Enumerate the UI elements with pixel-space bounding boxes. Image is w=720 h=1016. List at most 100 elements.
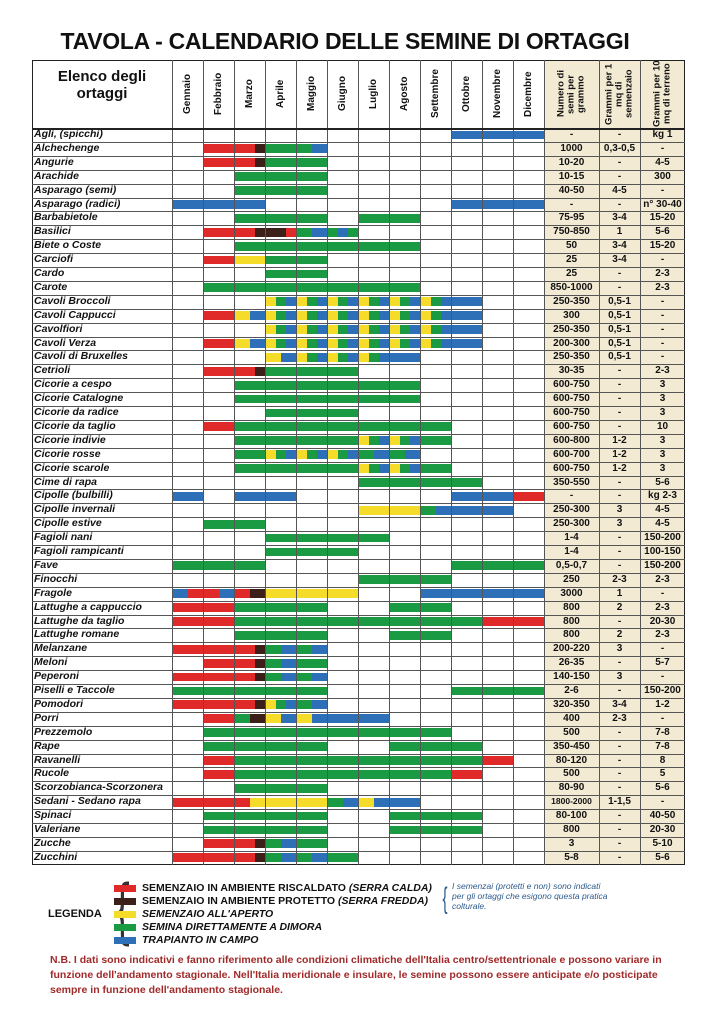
sowing-bar bbox=[297, 241, 328, 251]
sowing-bar bbox=[204, 742, 235, 751]
row-value-n2: 3 bbox=[616, 643, 623, 655]
sowing-bar bbox=[431, 297, 442, 307]
sowing-bar bbox=[235, 672, 246, 682]
sowing-bar bbox=[369, 311, 380, 321]
sowing-bar bbox=[297, 158, 328, 168]
grid-line bbox=[32, 350, 685, 352]
sowing-bar bbox=[173, 589, 189, 599]
header-vegetable-list: Elenco degli ortaggi bbox=[57, 68, 147, 102]
sowing-bar bbox=[204, 853, 235, 863]
row-value-n1: 500 bbox=[563, 726, 580, 738]
row-vegetable-name: Ravanelli bbox=[34, 753, 81, 766]
sowing-bar bbox=[250, 311, 266, 321]
row-value-n1: 1000 bbox=[560, 142, 583, 154]
sowing-bar bbox=[297, 269, 328, 279]
sowing-bar bbox=[328, 311, 339, 321]
legend-item: SEMENZAIO IN AMBIENTE PROTETTO (SERRA FR… bbox=[114, 895, 428, 907]
grid-line bbox=[32, 378, 685, 380]
sowing-bar bbox=[390, 575, 421, 585]
sowing-bar bbox=[204, 603, 235, 612]
row-value-n3: 5-10 bbox=[652, 837, 673, 849]
sowing-bar bbox=[204, 686, 235, 696]
row-value-n1: 250-350 bbox=[553, 295, 590, 307]
sowing-bar bbox=[281, 853, 297, 863]
row-value-n3: 2-3 bbox=[655, 601, 670, 613]
row-value-n1: 250-350 bbox=[553, 323, 590, 335]
sowing-calendar-table: Elenco degli ortaggi Gennaio Febbraio Marzo… bbox=[32, 60, 685, 865]
sowing-bar bbox=[235, 839, 246, 849]
sowing-bar bbox=[281, 644, 297, 654]
row-vegetable-name: Cicorie a cespo bbox=[34, 378, 112, 391]
row-value-n1: 75-95 bbox=[558, 212, 585, 224]
row-value-n1: 3000 bbox=[560, 587, 583, 599]
sowing-bar bbox=[235, 283, 266, 293]
row-value-n3: 150-200 bbox=[644, 532, 681, 544]
sowing-bar bbox=[235, 241, 266, 251]
sowing-bar bbox=[297, 714, 313, 724]
sowing-bar bbox=[374, 450, 390, 460]
sowing-bar bbox=[245, 853, 256, 863]
sowing-bar bbox=[286, 325, 297, 334]
row-value-n2: 0,5-1 bbox=[608, 323, 631, 335]
grid-line bbox=[32, 169, 685, 171]
sowing-bar bbox=[297, 297, 308, 307]
row-value-n3: 4-5 bbox=[655, 156, 670, 168]
sowing-bar bbox=[297, 742, 328, 751]
sowing-bar bbox=[431, 339, 442, 348]
sowing-bar bbox=[421, 422, 452, 432]
sowing-bar bbox=[276, 700, 287, 710]
row-vegetable-name: Cavoli Verza bbox=[34, 336, 97, 349]
sowing-bar bbox=[390, 464, 401, 473]
row-vegetable-name: Angurie bbox=[34, 155, 74, 168]
sowing-bar bbox=[379, 339, 390, 348]
row-value-n1: 1-4 bbox=[564, 546, 579, 557]
sowing-bar bbox=[348, 297, 359, 307]
sowing-bar bbox=[255, 700, 266, 710]
sowing-bar bbox=[235, 464, 266, 473]
row-vegetable-name: Cime di rapa bbox=[34, 475, 98, 488]
sowing-bar bbox=[390, 450, 406, 460]
sowing-bar bbox=[452, 297, 483, 307]
sowing-bar bbox=[297, 172, 328, 182]
row-value-n2: - bbox=[617, 268, 622, 279]
row-value-n2: - bbox=[617, 726, 622, 738]
sowing-bar bbox=[245, 144, 256, 154]
sowing-bar bbox=[276, 339, 287, 348]
note-brace-icon: { bbox=[442, 882, 448, 915]
sowing-bar bbox=[297, 450, 308, 460]
sowing-bar bbox=[297, 394, 328, 404]
sowing-bar bbox=[483, 686, 514, 696]
footnote: N.B. I dati sono indicativi e fanno rife… bbox=[50, 954, 662, 996]
row-vegetable-name: Carciofi bbox=[34, 253, 74, 266]
sowing-bar bbox=[307, 339, 318, 348]
sowing-bar bbox=[390, 241, 421, 251]
sowing-bar bbox=[276, 227, 287, 237]
grid-line bbox=[32, 141, 685, 143]
row-value-n2: 1-2 bbox=[612, 434, 627, 446]
grid-line bbox=[32, 767, 685, 769]
row-vegetable-name: Basilici bbox=[34, 225, 71, 238]
row-value-n2: 3 bbox=[616, 671, 623, 683]
sowing-bar bbox=[281, 658, 297, 668]
sowing-bar bbox=[235, 491, 266, 501]
row-value-n2: - bbox=[617, 740, 622, 752]
sowing-bar bbox=[421, 464, 452, 473]
row-value-n3: 3 bbox=[659, 462, 666, 474]
row-vegetable-name: Rape bbox=[34, 739, 60, 752]
row-value-n1: - bbox=[569, 198, 574, 210]
sowing-bar bbox=[204, 144, 235, 154]
row-value-n3: - bbox=[660, 184, 665, 196]
sowing-bar bbox=[266, 172, 297, 182]
sowing-bar bbox=[204, 825, 235, 835]
grid-line bbox=[32, 280, 685, 282]
sowing-bar bbox=[410, 297, 421, 307]
legend-title: LEGENDA bbox=[48, 908, 102, 920]
row-value-n1: 350-550 bbox=[553, 476, 590, 488]
row-value-n1: 50 bbox=[565, 240, 578, 252]
sowing-bar bbox=[219, 589, 235, 599]
row-value-n2: - bbox=[617, 685, 622, 696]
sowing-bar bbox=[421, 311, 432, 321]
row-vegetable-name: Asparago (semi) bbox=[34, 183, 117, 196]
sowing-bar bbox=[421, 769, 452, 779]
row-value-n1: 3 bbox=[568, 837, 575, 849]
